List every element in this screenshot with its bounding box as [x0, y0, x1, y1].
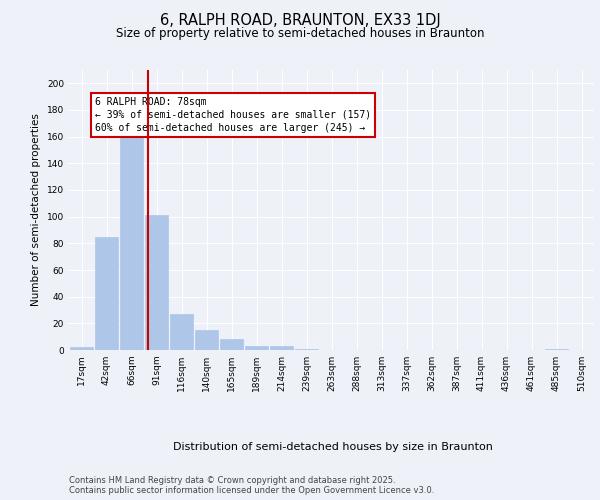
- Bar: [295, 348, 319, 350]
- Bar: [220, 340, 244, 350]
- Bar: [95, 236, 118, 350]
- Bar: [70, 348, 94, 350]
- Text: Size of property relative to semi-detached houses in Braunton: Size of property relative to semi-detach…: [116, 28, 484, 40]
- Bar: [545, 348, 568, 350]
- Bar: [119, 136, 143, 350]
- Bar: [269, 346, 293, 350]
- Bar: [145, 216, 169, 350]
- Bar: [245, 346, 268, 350]
- Bar: [194, 330, 218, 350]
- Text: Contains HM Land Registry data © Crown copyright and database right 2025.
Contai: Contains HM Land Registry data © Crown c…: [69, 476, 434, 495]
- Text: Distribution of semi-detached houses by size in Braunton: Distribution of semi-detached houses by …: [173, 442, 493, 452]
- Bar: [170, 314, 193, 350]
- Text: 6, RALPH ROAD, BRAUNTON, EX33 1DJ: 6, RALPH ROAD, BRAUNTON, EX33 1DJ: [160, 12, 440, 28]
- Y-axis label: Number of semi-detached properties: Number of semi-detached properties: [31, 114, 41, 306]
- Text: 6 RALPH ROAD: 78sqm
← 39% of semi-detached houses are smaller (157)
60% of semi-: 6 RALPH ROAD: 78sqm ← 39% of semi-detach…: [95, 96, 371, 133]
